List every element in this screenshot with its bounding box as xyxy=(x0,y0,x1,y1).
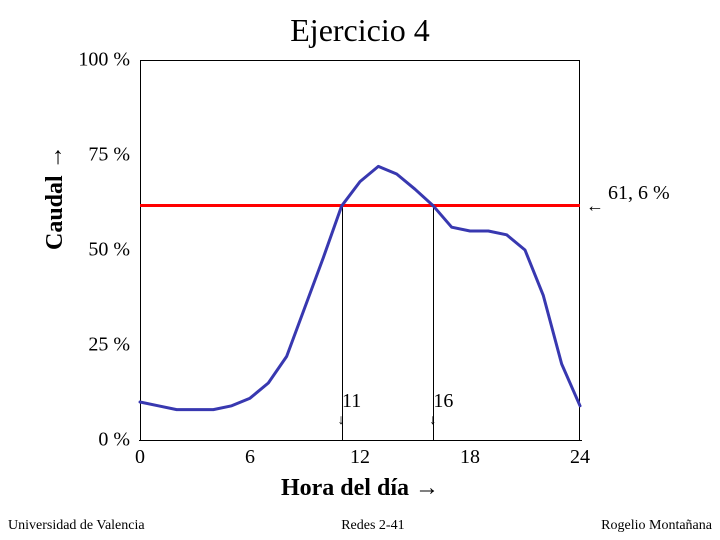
x-axis-line xyxy=(139,440,582,441)
x-tick-label: 18 xyxy=(460,446,480,469)
y-axis-label: Caudal → xyxy=(42,145,69,250)
x-tick-label: 24 xyxy=(570,446,590,469)
x-axis-label: Hora del día → xyxy=(0,475,720,502)
data-line xyxy=(140,60,580,440)
chart-area: 0 %25 %50 %75 %100 % 06121824 ← 61, 6 % … xyxy=(140,60,580,440)
y-tick-label: 75 % xyxy=(88,144,130,167)
arrow-left-icon: ← xyxy=(586,195,604,216)
footer: Universidad de Valencia Redes 2-41 Rogel… xyxy=(8,518,712,534)
footer-left: Universidad de Valencia xyxy=(8,518,145,534)
chart-title: Ejercicio 4 xyxy=(0,12,720,49)
x-tick-label: 6 xyxy=(245,446,255,469)
y-tick-label: 0 % xyxy=(98,429,130,452)
footer-right: Rogelio Montañana xyxy=(601,518,712,534)
footer-center: Redes 2-41 xyxy=(341,518,404,534)
x-tick-label: 12 xyxy=(350,446,370,469)
y-tick-label: 25 % xyxy=(88,334,130,357)
threshold-label: 61, 6 % xyxy=(608,182,670,205)
y-tick-label: 50 % xyxy=(88,239,130,262)
x-tick-label: 0 xyxy=(135,446,145,469)
y-tick-label: 100 % xyxy=(78,49,130,72)
